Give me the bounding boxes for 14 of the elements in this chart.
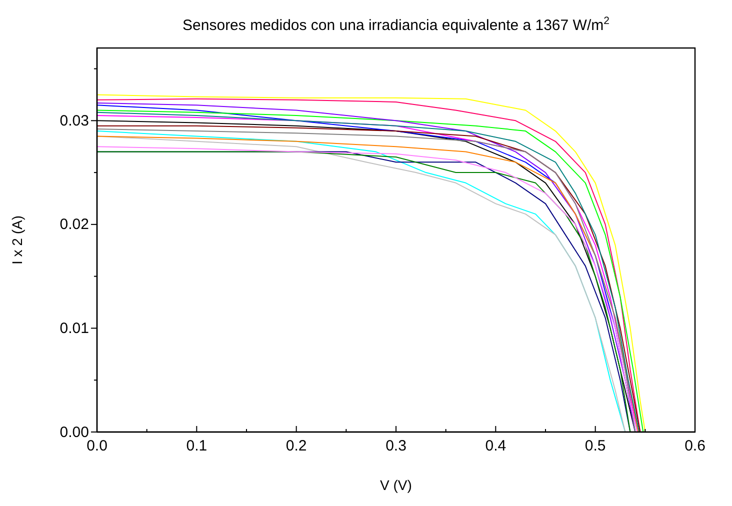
y-tick-label: 0.02 [60,216,89,234]
x-tick-label: 0.5 [584,438,606,455]
x-tick-label: 0.0 [86,438,108,455]
x-tick-label: 0.6 [684,438,706,455]
x-tick-label: 0.2 [286,438,307,455]
x-tick-label: 0.3 [386,438,406,455]
x-tick-label: 0.4 [485,438,506,455]
chart-title: Sensores medidos con una irradiancia equivalente a 1367 W/m$^{2}$ [182,15,610,34]
y-tick-label: 0.03 [60,112,89,130]
y-tick-label: 0.00 [60,424,89,441]
y-axis-title: I x 2 (A) [9,215,25,265]
x-tick-label: 0.1 [186,438,208,455]
y-tick-label: 0.01 [60,320,89,338]
x-axis-title: V (V) [380,477,412,493]
